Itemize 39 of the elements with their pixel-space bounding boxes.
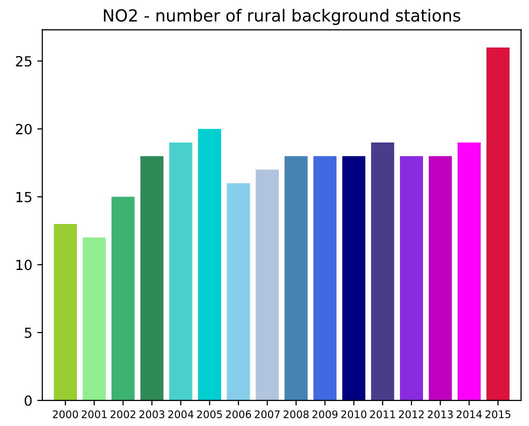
x-tick-label: 2011 xyxy=(370,410,395,418)
chart-title: NO2 - number of rural background stations xyxy=(104,8,460,25)
bar xyxy=(428,156,452,400)
bar xyxy=(54,224,77,400)
bar xyxy=(112,196,135,400)
y-tick-label: 10 xyxy=(16,260,32,270)
y-tick-label: 15 xyxy=(16,192,32,202)
x-tick-label: 2005 xyxy=(197,410,222,418)
x-tick-label: 2004 xyxy=(168,410,194,418)
bar xyxy=(371,142,394,400)
bar xyxy=(313,156,336,400)
bar xyxy=(486,47,510,400)
x-tick-label: 2013 xyxy=(428,410,453,418)
bar xyxy=(342,156,366,400)
x-tick-label: 2000 xyxy=(52,410,78,418)
x-tick-label: 2008 xyxy=(284,410,309,418)
y-tick-label: 25 xyxy=(16,56,32,67)
x-tick-label: 2002 xyxy=(110,410,136,418)
bar xyxy=(458,142,481,400)
x-tick-label: 2009 xyxy=(312,410,338,418)
x-tick-label: 2015 xyxy=(486,410,510,418)
x-tick-label: 2012 xyxy=(398,410,424,418)
bar xyxy=(169,142,192,400)
y-tick-label: 0 xyxy=(24,395,32,406)
bar xyxy=(256,170,279,400)
bar xyxy=(284,156,308,400)
x-tick-label: 2003 xyxy=(139,410,164,418)
bar xyxy=(198,128,222,400)
x-tick-label: 2007 xyxy=(254,410,280,418)
bar xyxy=(82,238,106,400)
bar xyxy=(226,183,250,400)
x-tick-label: 2006 xyxy=(226,410,252,418)
y-tick-label: 20 xyxy=(16,124,32,134)
x-tick-label: 2010 xyxy=(341,410,366,418)
y-tick-label: 5 xyxy=(24,328,32,338)
bar xyxy=(140,156,164,400)
x-tick-label: 2001 xyxy=(82,410,107,418)
bar xyxy=(400,156,424,400)
x-tick-label: 2014 xyxy=(456,410,482,418)
